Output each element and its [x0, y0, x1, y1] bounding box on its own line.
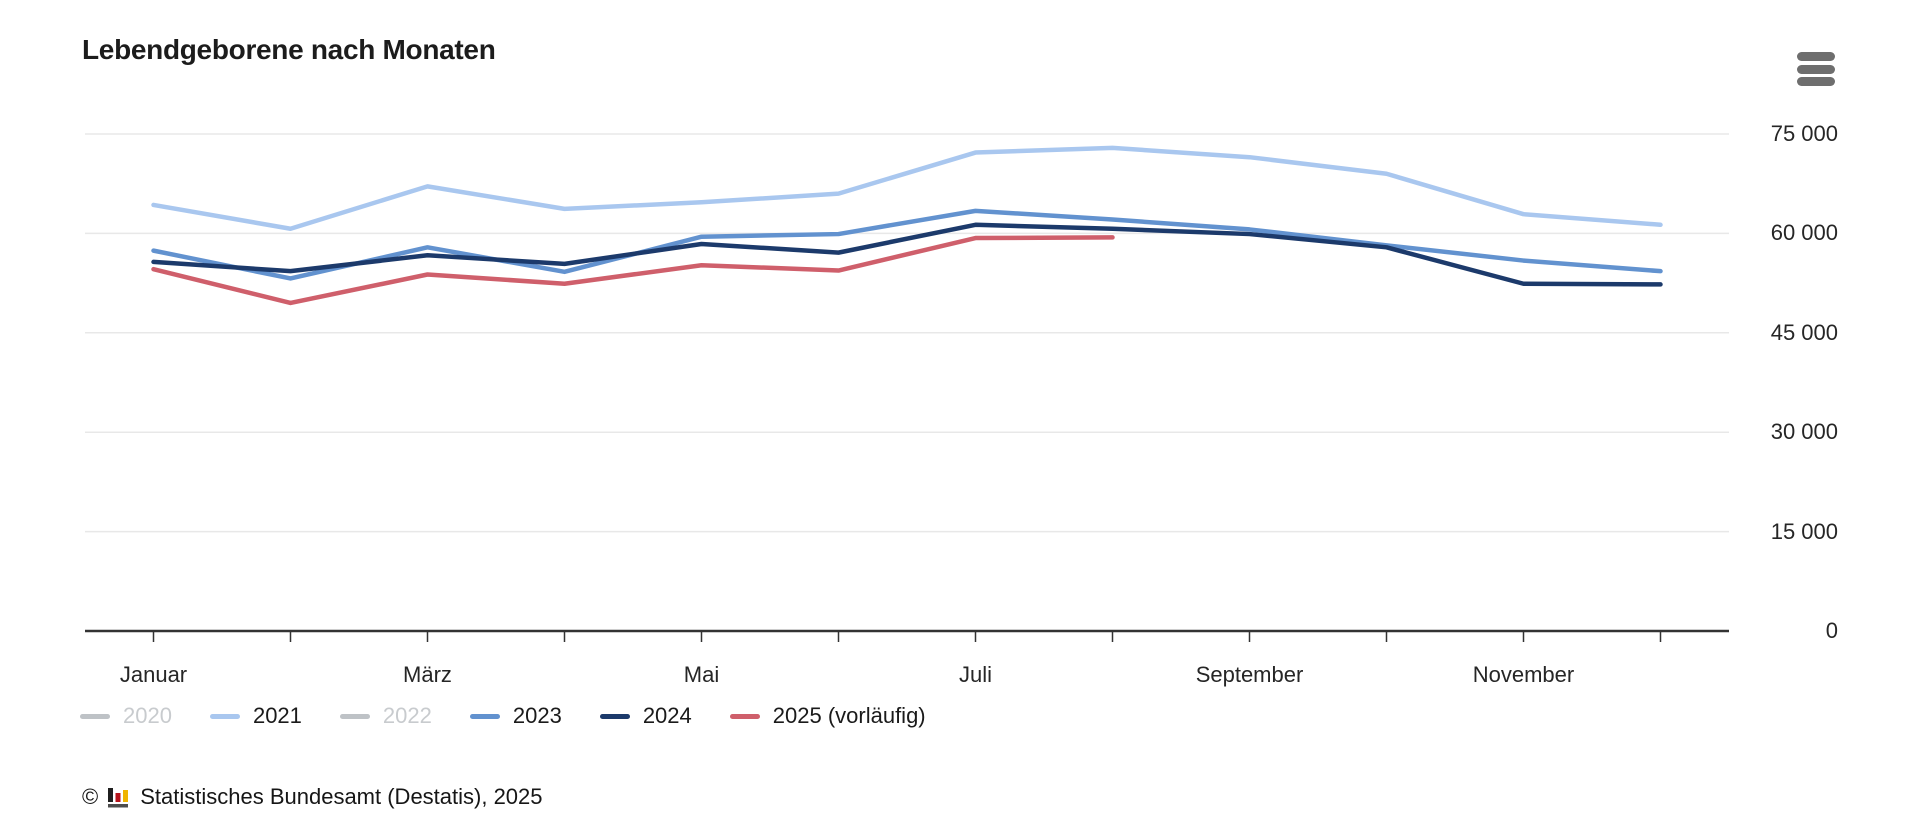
series-line-2021	[151, 145, 1663, 232]
source-text: Statistisches Bundesamt (Destatis), 2025	[140, 784, 543, 809]
copyright-symbol: ©	[82, 784, 99, 809]
legend-item-2023[interactable]: 2023	[469, 703, 562, 729]
legend-label: 2023	[512, 703, 562, 728]
legend-marker	[599, 713, 630, 719]
legend-label: 2022	[382, 703, 432, 728]
x-axis-label: Mai	[684, 662, 719, 687]
chart-legend: 2020 2021 2022 2023 2024 2025 (vorläufig)	[80, 703, 926, 729]
series-line-2023	[151, 208, 1663, 281]
legend-item-2020[interactable]: 2020	[80, 703, 172, 729]
chart-context-menu-button[interactable]	[1795, 50, 1841, 92]
x-axis-label: Juli	[959, 662, 992, 687]
legend-item-2025 (vorläufig)[interactable]: 2025 (vorläufig)	[729, 703, 926, 729]
x-axis-label: November	[1473, 662, 1574, 687]
legend-marker	[80, 713, 110, 719]
legend-label: 2021	[252, 703, 302, 728]
legend-marker	[729, 713, 760, 719]
x-axis-label: Januar	[120, 662, 187, 687]
legend-item-2021[interactable]: 2021	[209, 703, 302, 729]
legend-item-2022[interactable]: 2022	[339, 703, 432, 729]
legend-marker	[339, 713, 370, 719]
series-line-2025 (vorläufig)	[151, 235, 1115, 306]
legend-label: 2024	[642, 703, 692, 728]
legend-marker	[209, 713, 240, 719]
destatis-bar-chart-icon	[108, 787, 129, 807]
series-line-2024	[151, 222, 1663, 287]
y-axis-label: 0	[1825, 618, 1838, 643]
y-axis-label: 75 000	[1770, 121, 1838, 146]
legend-item-2024[interactable]: 2024	[599, 703, 692, 729]
legend-label: 2020	[123, 703, 172, 728]
source-footer: © Statistisches Bundesamt (Destatis), 20…	[82, 784, 543, 810]
x-axis-label: September	[1196, 662, 1304, 687]
x-axis-label: März	[403, 662, 452, 687]
y-axis-label: 15 000	[1770, 518, 1838, 544]
legend-label: 2025 (vorläufig)	[772, 703, 926, 728]
legend-marker	[469, 713, 500, 719]
y-axis-label: 30 000	[1770, 419, 1838, 445]
chart-title: Lebendgeborene nach Monaten	[82, 34, 496, 65]
y-axis-label: 60 000	[1770, 220, 1838, 246]
hamburger-menu-icon	[1797, 52, 1839, 87]
y-axis-label: 45 000	[1770, 319, 1838, 345]
